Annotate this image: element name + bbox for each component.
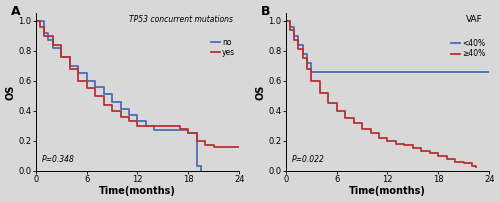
- Text: P=0.022: P=0.022: [292, 155, 324, 164]
- Text: VAF: VAF: [466, 15, 483, 24]
- Legend: <40%, ≥40%: <40%, ≥40%: [450, 39, 486, 58]
- Y-axis label: OS: OS: [256, 84, 266, 100]
- Y-axis label: OS: OS: [6, 84, 16, 100]
- Text: TP53 concurrent mutations: TP53 concurrent mutations: [129, 15, 233, 24]
- Text: P=0.348: P=0.348: [42, 155, 74, 164]
- X-axis label: Time(months): Time(months): [99, 186, 176, 196]
- Text: A: A: [12, 5, 21, 18]
- Legend: no, yes: no, yes: [211, 38, 236, 57]
- X-axis label: Time(months): Time(months): [349, 186, 426, 196]
- Text: B: B: [262, 5, 271, 18]
